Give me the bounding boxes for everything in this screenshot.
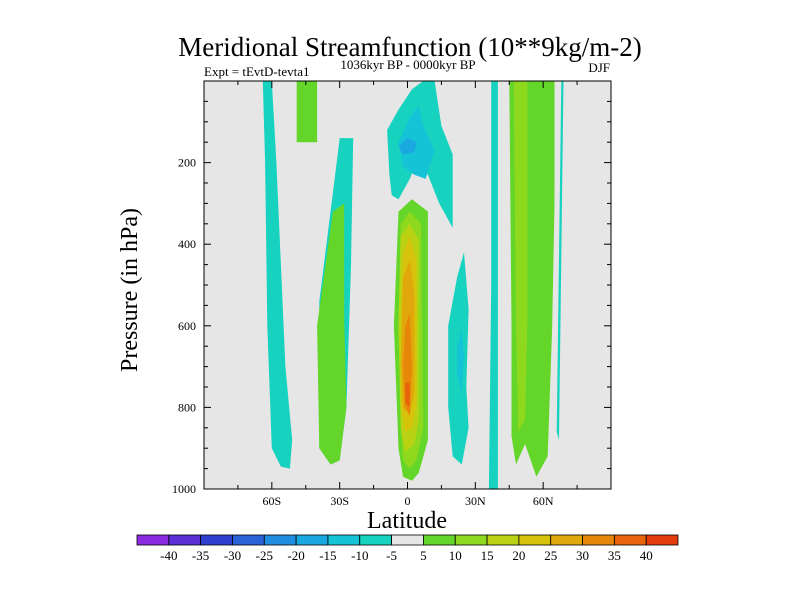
x-tick-label: 0: [405, 494, 411, 508]
contour-tropical-upper-negative-10: [398, 105, 435, 179]
colorbar-swatch: [613, 534, 647, 546]
colorbar-swatch: [582, 534, 615, 546]
chart-subtitle-left: Expt = tEvtD-tevta1: [204, 64, 310, 79]
x-tick-label: 30S: [330, 494, 349, 508]
colorbar-label: 25: [544, 548, 557, 563]
colorbar-swatch: [168, 534, 202, 546]
colorbar-swatch: [645, 534, 679, 546]
colorbar-swatch: [136, 534, 170, 546]
contour-tropical-upper-negative-15: [398, 138, 417, 155]
chart-subtitle-center: 1036kyr BP - 0000kyr BP: [340, 57, 475, 72]
colorbar-label: -40: [160, 548, 177, 563]
contour-sh-subpolar-positive: [296, 81, 318, 143]
contour-nh-midlat-negative-10: [457, 329, 464, 392]
x-tick-label: 60N: [533, 494, 554, 508]
contour-nh-ferrel-positive-10: [513, 81, 528, 432]
x-axis-label: Latitude: [367, 508, 447, 534]
x-tick-label: 60S: [262, 494, 281, 508]
colorbar-swatch: [550, 534, 583, 546]
contour-sh-polar-negative: [262, 81, 293, 469]
colorbar-label: 30: [576, 548, 589, 563]
colorbar-swatch: [454, 534, 488, 546]
colorbar-label: -15: [319, 548, 336, 563]
colorbar-label: -25: [256, 548, 273, 563]
y-tick-label: 600: [178, 319, 196, 333]
colorbar-label: -10: [351, 548, 368, 563]
colorbar-swatch: [423, 534, 456, 546]
colorbar-swatch: [486, 534, 520, 546]
colorbar-label: -30: [224, 548, 241, 563]
x-axis-ticks: 60S 30S 0 30N 60N: [237, 81, 578, 508]
colorbar-label: 40: [640, 548, 653, 563]
colorbar-label: 15: [481, 548, 494, 563]
colorbar-label: 20: [512, 548, 525, 563]
contour-nh-high-positive: [550, 81, 553, 155]
y-tick-label: 400: [178, 237, 196, 251]
colorbar-swatch: [232, 534, 265, 546]
y-tick-label: 1000: [172, 482, 196, 496]
colorbar-swatch: [391, 534, 424, 546]
colorbar-swatch: [295, 534, 329, 546]
colorbar-label: -20: [287, 548, 304, 563]
colorbar-swatch: [359, 534, 392, 546]
colorbar-label: 5: [420, 548, 427, 563]
y-tick-label: 200: [178, 156, 196, 170]
colorbar-swatch: [263, 534, 297, 546]
x-tick-label: 30N: [465, 494, 486, 508]
chart-subtitle-right: DJF: [588, 60, 610, 75]
colorbar-label: 10: [449, 548, 462, 563]
y-axis-label: Pressure (in hPa): [117, 208, 143, 372]
contour-sh-ferrel-positive: [317, 203, 347, 465]
colorbar-label: 35: [608, 548, 621, 563]
colorbar: -40 -35 -30 -25 -20 -15 -10 -5 5 10 15 20 25 30 35 40: [136, 534, 679, 563]
y-tick-label: 800: [178, 400, 196, 414]
contour-layer: [262, 81, 564, 489]
colorbar-swatch: [327, 534, 361, 546]
colorbar-label: -5: [386, 548, 397, 563]
colorbar-swatch: [200, 534, 233, 546]
plot-area: 200 400 600 800 1000 60S 30S 0 30N 60N: [172, 80, 612, 508]
y-axis-ticks: 200 400 600 800 1000: [172, 100, 611, 496]
colorbar-swatch: [518, 534, 552, 546]
chart-title: Meridional Streamfunction (10**9kg/m-2): [178, 32, 641, 62]
contour-nh-high-negative: [556, 81, 564, 440]
contour-nh-column-negative: [488, 81, 498, 489]
contour-hadley-positive-35: [405, 382, 410, 408]
colorbar-label: -35: [192, 548, 209, 563]
